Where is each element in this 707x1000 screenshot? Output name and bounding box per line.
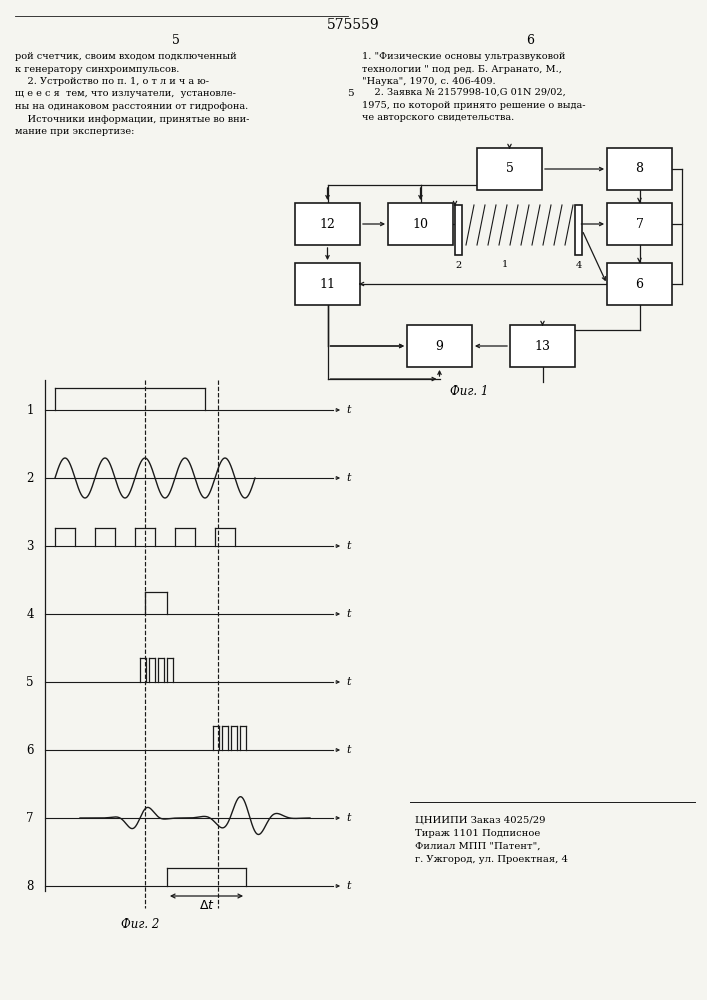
Text: 8: 8 [636,162,643,176]
Text: 8: 8 [26,880,34,892]
Text: "Наука", 1970, с. 406-409.: "Наука", 1970, с. 406-409. [362,77,496,86]
Text: t: t [346,881,351,891]
Text: 2: 2 [455,261,462,270]
Text: Фиг. 2: Фиг. 2 [121,918,159,931]
Text: t: t [346,609,351,619]
Bar [477,148,542,190]
Text: 5: 5 [26,676,34,688]
Text: Филиал МПП "Патент",: Филиал МПП "Патент", [415,842,540,851]
Text: 5: 5 [506,162,513,176]
Text: 5: 5 [346,89,354,98]
Text: t: t [346,745,351,755]
Text: 11: 11 [320,277,336,290]
Text: $\Delta t$: $\Delta t$ [199,899,214,912]
Text: 1: 1 [26,403,34,416]
Text: щ е е с я  тем, что излучатели,  установле-: щ е е с я тем, что излучатели, установле… [15,90,236,99]
Text: че авторского свидетельства.: че авторского свидетельства. [362,113,514,122]
Text: 4: 4 [26,607,34,620]
Bar [455,205,462,255]
Bar [607,148,672,190]
Text: ны на одинаковом расстоянии от гидрофона.: ны на одинаковом расстоянии от гидрофона… [15,102,248,111]
Bar [575,205,582,255]
Text: г. Ужгород, ул. Проектная, 4: г. Ужгород, ул. Проектная, 4 [415,855,568,864]
Text: t: t [346,677,351,687]
Text: t: t [346,473,351,483]
Text: Тираж 1101 Подписное: Тираж 1101 Подписное [415,829,540,838]
Text: 10: 10 [412,218,428,231]
Text: ЦНИИПИ Заказ 4025/29: ЦНИИПИ Заказ 4025/29 [415,816,546,825]
Text: технологии " под ред. Б. Агранато, М.,: технологии " под ред. Б. Агранато, М., [362,64,562,74]
Text: 6: 6 [636,277,643,290]
Text: 6: 6 [26,744,34,756]
Text: 5: 5 [172,33,180,46]
Text: мание при экспертизе:: мание при экспертизе: [15,127,134,136]
Text: 3: 3 [26,540,34,552]
Text: 9: 9 [436,340,443,353]
Text: t: t [346,813,351,823]
Bar [510,325,575,367]
Bar [607,263,672,305]
Text: к генератору синхроимпульсов.: к генератору синхроимпульсов. [15,64,180,74]
Text: 1975, по которой принято решение о выда-: 1975, по которой принято решение о выда- [362,101,585,109]
Text: Фиг. 1: Фиг. 1 [450,385,489,398]
Bar [607,203,672,245]
Text: t: t [346,541,351,551]
Text: 2: 2 [26,472,34,485]
Bar [388,203,453,245]
Text: 7: 7 [26,812,34,824]
Text: 1: 1 [502,260,508,269]
Text: 1. "Физические основы ультразвуковой: 1. "Физические основы ультразвуковой [362,52,566,61]
Text: рой счетчик, своим входом подключенный: рой счетчик, своим входом подключенный [15,52,237,61]
Text: 575559: 575559 [327,18,380,32]
Text: Источники информации, принятые во вни-: Источники информации, принятые во вни- [15,114,250,123]
Text: 2. Устройство по п. 1, о т л и ч а ю-: 2. Устройство по п. 1, о т л и ч а ю- [15,77,209,86]
Bar [295,263,360,305]
Text: 2. Заявка № 2157998-10,G 01N 29/02,: 2. Заявка № 2157998-10,G 01N 29/02, [362,88,566,97]
Bar [295,203,360,245]
Bar [407,325,472,367]
Text: 12: 12 [320,218,335,231]
Text: 6: 6 [526,33,534,46]
Text: 4: 4 [575,261,582,270]
Text: 13: 13 [534,340,551,353]
Text: 7: 7 [636,218,643,231]
Text: t: t [346,405,351,415]
